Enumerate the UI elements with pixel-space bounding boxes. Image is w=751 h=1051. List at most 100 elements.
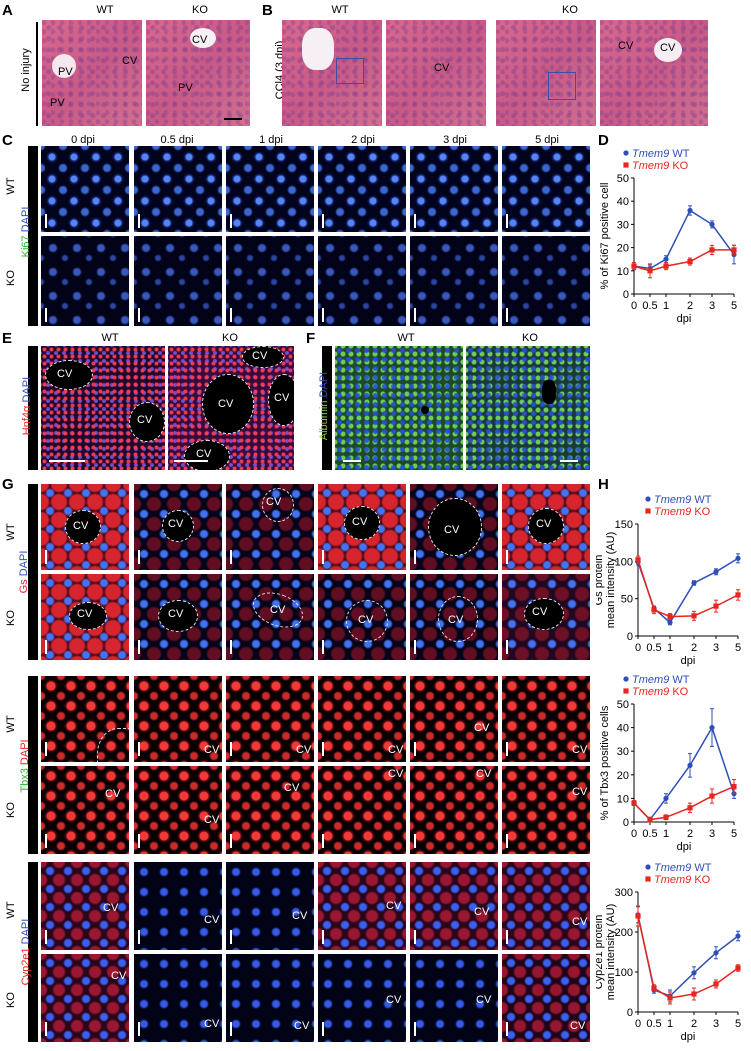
cv-label: CV xyxy=(204,914,220,926)
scale-bar xyxy=(45,930,47,944)
legend-label: Tmem9 KO xyxy=(654,874,711,886)
cv-label: CV xyxy=(474,906,490,918)
panel-g-tbx3-wt-0.5dpi-image: CV xyxy=(134,676,222,762)
legend-gene: Tmem9 xyxy=(632,674,669,686)
cv-label: CV xyxy=(536,518,552,530)
cv-label: CV xyxy=(218,398,234,410)
panel-letter-a: A xyxy=(2,2,13,19)
cv-label: CV xyxy=(266,496,282,508)
y-tick-label: 10 xyxy=(617,266,629,278)
panel-a-row-rule xyxy=(36,22,38,126)
panel-g-cyp2e1-row-ko: KO xyxy=(5,992,17,1008)
panel-g-cyp2e1-stain-label: Cyp2e1 DAPI xyxy=(20,918,32,986)
panel-g-tbx3-wt-0dpi-image xyxy=(41,676,129,762)
cv-label: CV xyxy=(434,62,450,74)
cv-label: CV xyxy=(386,900,402,912)
x-axis-label: dpi xyxy=(677,313,692,325)
panel-e-wt-header: WT xyxy=(101,332,119,344)
y-tick-label: 0 xyxy=(627,631,633,643)
legend-genotype: WT xyxy=(669,148,689,160)
scale-bar xyxy=(560,460,578,462)
panel-g-gs-ko-5dpi-image: CV xyxy=(502,574,590,660)
panel-a-wt-image: PV CV PV xyxy=(42,20,142,126)
vessel-shape xyxy=(162,510,194,542)
data-point xyxy=(667,619,673,626)
cv-label: CV xyxy=(476,994,492,1006)
data-point xyxy=(731,247,737,253)
vessel-shape xyxy=(344,506,380,540)
panel-g-tbx3-ko-1dpi-image: CV xyxy=(226,766,314,854)
cv-label: CV xyxy=(570,1020,586,1032)
panel-g-tbx3-ko-3dpi-image: CV xyxy=(410,766,498,854)
panel-c-stain-label: Ki67 DAPI xyxy=(20,206,32,258)
scale-bar xyxy=(138,214,140,228)
x-tick-label: 5 xyxy=(735,642,741,654)
panel-g-tbx3-ko-2dpi-image: CV xyxy=(318,766,406,854)
scale-bar xyxy=(506,640,508,654)
cv-label: CV xyxy=(111,970,127,982)
panel-e-stain-bar xyxy=(28,346,38,470)
cv-label: CV xyxy=(168,608,184,620)
legend-gene: Tmem9 xyxy=(632,686,669,698)
scale-bar xyxy=(506,1022,508,1036)
panel-g-gs-wt-3dpi-image: CV xyxy=(410,484,498,570)
legend-gene: Tmem9 xyxy=(654,494,691,506)
panel-g-gs-stain-bar xyxy=(28,484,38,660)
vessel-shape xyxy=(421,406,429,414)
legend-marker xyxy=(623,162,629,168)
series-line xyxy=(633,785,735,821)
data-point xyxy=(691,613,697,619)
scale-bar xyxy=(506,308,508,322)
panel-g-cyp2e1-wt-3dpi-image: CV xyxy=(410,862,498,950)
scale-bar xyxy=(506,930,508,944)
panel-g-gs-ko-1dpi-image: CV xyxy=(226,574,314,660)
legend-gene: Tmem9 xyxy=(654,862,691,874)
panel-g-gs-wt-5dpi-image: CV xyxy=(502,484,590,570)
chart-h-gs-svg: 0 50 100 150 0 0.5 1 2 3 5 dpi Gs protein mean inten… xyxy=(593,494,741,667)
vessel-shape xyxy=(542,380,556,404)
data-point xyxy=(687,805,693,811)
cv-label: CV xyxy=(137,414,153,426)
vessel-shape xyxy=(184,440,230,470)
x-tick-label: 1 xyxy=(663,828,669,840)
data-point xyxy=(667,613,673,620)
cv-label: CV xyxy=(204,1018,220,1030)
x-tick-label: 0 xyxy=(635,1018,641,1030)
vessel-shape xyxy=(52,54,76,78)
y-tick-label: 50 xyxy=(621,594,633,606)
data-point xyxy=(709,221,715,227)
vessel-shape xyxy=(268,374,294,426)
scale-bar xyxy=(230,742,232,756)
legend-marker xyxy=(645,864,651,870)
legend-gene: Tmem9 xyxy=(654,506,691,518)
scale-bar xyxy=(45,214,47,228)
scale-bar xyxy=(322,834,324,848)
panel-a-ko-header: KO xyxy=(192,4,208,16)
vessel-shape xyxy=(528,508,564,544)
data-point xyxy=(631,263,637,269)
data-point xyxy=(651,607,657,613)
cv-label: CV xyxy=(618,40,634,52)
scale-bar xyxy=(230,834,232,848)
pv-label: PV xyxy=(58,66,73,78)
legend-label: Tmem9 KO xyxy=(632,686,689,698)
legend-label: Tmem9 KO xyxy=(654,506,711,518)
data-point xyxy=(663,256,669,262)
panel-g-cyp2e1-wt-0dpi-image: CV xyxy=(41,862,129,950)
panel-g-tbx3-wt-3dpi-image: CV xyxy=(410,676,498,762)
scale-bar xyxy=(343,460,361,462)
series-line xyxy=(633,725,735,821)
x-tick-label: 0.5 xyxy=(642,300,657,312)
panel-g-cyp2e1-ko-1dpi-image: CV xyxy=(226,954,314,1042)
cv-label: CV xyxy=(476,768,492,780)
x-tick-label: 5 xyxy=(731,828,737,840)
panel-f-ko-image xyxy=(466,346,590,470)
y-axis-label: Cyp2e1 protein xyxy=(596,915,605,990)
y-tick-label: 0 xyxy=(627,1007,633,1019)
legend-genotype: WT xyxy=(691,494,711,506)
x-tick-label: 5 xyxy=(735,1018,741,1030)
panel-c-wt-0.5dpi-image xyxy=(134,146,222,232)
pv-label: PV xyxy=(50,97,65,109)
panel-c-ko-5dpi-image xyxy=(502,236,590,326)
scale-bar xyxy=(322,550,324,564)
